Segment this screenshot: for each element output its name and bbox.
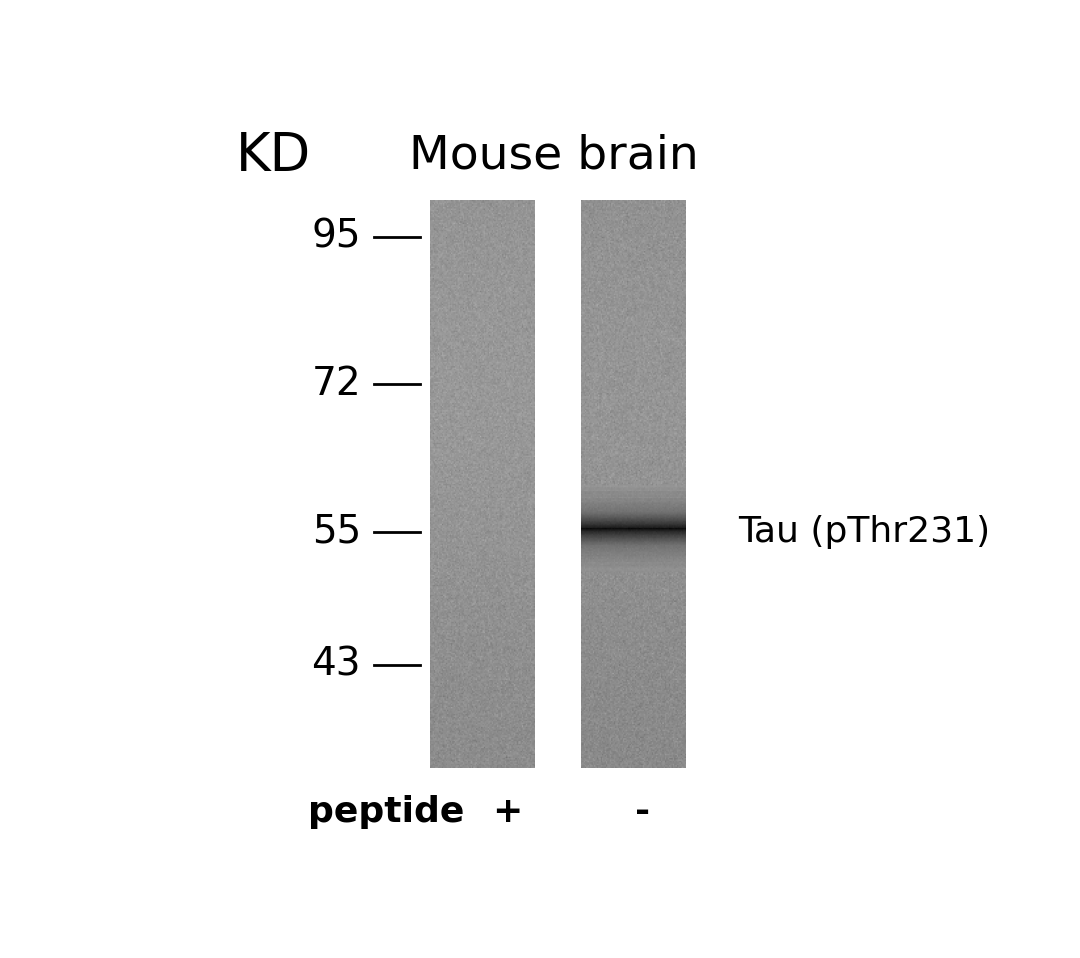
Text: peptide: peptide — [308, 795, 464, 829]
Text: 43: 43 — [311, 646, 361, 683]
Text: 72: 72 — [311, 365, 361, 403]
Text: KD: KD — [235, 129, 311, 181]
Text: -: - — [635, 795, 650, 829]
Text: 95: 95 — [311, 217, 361, 256]
Text: 55: 55 — [312, 513, 361, 551]
Text: +: + — [492, 795, 523, 829]
Text: Mouse brain: Mouse brain — [408, 133, 699, 178]
Text: Tau (pThr231): Tau (pThr231) — [738, 514, 989, 549]
